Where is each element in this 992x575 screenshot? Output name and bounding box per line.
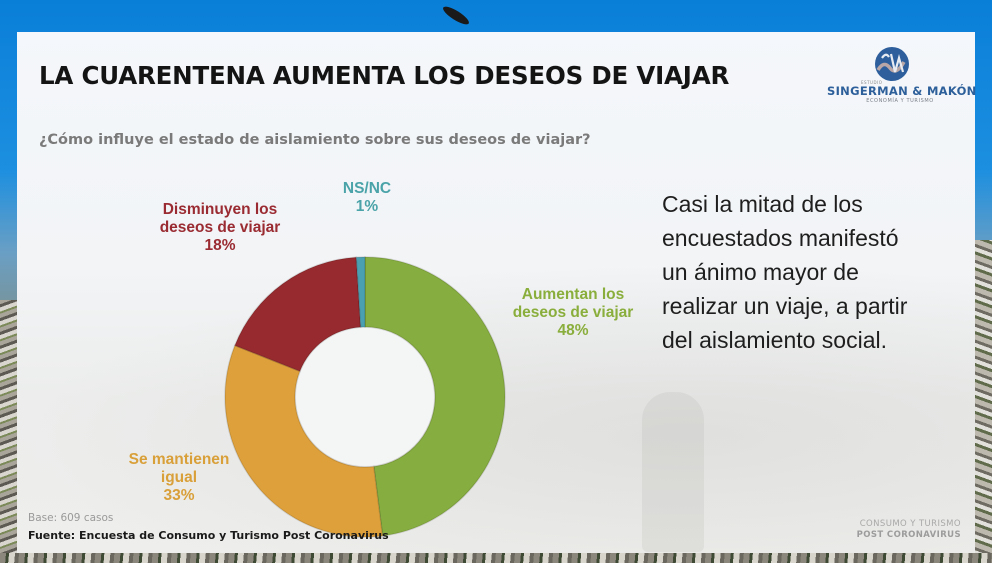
label-nsnc-name: NS/NC <box>342 180 392 197</box>
label-nsnc: NS/NC 1% <box>322 180 412 216</box>
label-mantienen-line2: igual <box>160 469 198 486</box>
callout-line: un ánimo mayor de <box>662 259 859 285</box>
callout-line: realizar un viaje, a partir <box>662 293 908 319</box>
callout-line: encuestados manifestó <box>662 225 899 251</box>
label-mantienen-value: 33% <box>163 487 195 504</box>
label-aumentan: Aumentan los deseos de viajar 48% <box>487 286 659 340</box>
label-mantienen-line1: Se mantienen <box>128 451 230 468</box>
donut-hole <box>296 328 434 466</box>
label-nsnc-value: 1% <box>355 198 379 215</box>
label-aumentan-line2: deseos de viajar <box>512 304 634 321</box>
label-aumentan-value: 48% <box>557 322 589 339</box>
logo-estudio-label: ESTUDIO <box>861 80 883 85</box>
key-finding-callout: Casi la mitad de los encuestados manifes… <box>662 187 982 357</box>
rock-texture-bottom <box>0 553 992 563</box>
logo-subtitle: ECONOMÍA Y TURISMO <box>866 98 934 104</box>
rock-texture-right <box>975 240 992 563</box>
rock-texture-left <box>0 300 17 563</box>
slice-nsnc <box>355 256 366 328</box>
footer-brand: CONSUMO Y TURISMO POST CORONAVIRUS <box>857 519 961 541</box>
label-disminuyen-line1: Disminuyen los <box>162 201 278 218</box>
sample-base-note: Base: 609 casos <box>28 512 114 524</box>
sm-circle-logo-icon <box>875 47 909 81</box>
faded-hiker-figure <box>642 392 704 552</box>
callout-line: del aislamiento social. <box>662 327 888 353</box>
label-disminuyen-value: 18% <box>204 237 236 254</box>
source-note: Fuente: Encuesta de Consumo y Turismo Po… <box>28 529 389 542</box>
slice-mantienen <box>224 344 384 538</box>
label-disminuyen-line2: deseos de viajar <box>159 219 281 236</box>
slice-aumentan <box>364 256 506 537</box>
survey-question: ¿Cómo influye el estado de aislamiento s… <box>39 132 591 148</box>
singerman-makon-logo: ESTUDIO SINGERMAN & MAKÓN ECONOMÍA Y TUR… <box>827 46 976 116</box>
label-aumentan-line1: Aumentan los <box>521 286 625 303</box>
slide-panel: LA CUARENTENA AUMENTA LOS DESEOS DE VIAJ… <box>17 32 976 553</box>
slide-title: LA CUARENTENA AUMENTA LOS DESEOS DE VIAJ… <box>39 61 730 90</box>
footer-brand-line2: POST CORONAVIRUS <box>856 530 961 540</box>
footer-brand-line1: CONSUMO Y TURISMO <box>859 519 961 529</box>
callout-line: Casi la mitad de los <box>662 191 863 217</box>
label-disminuyen: Disminuyen los deseos de viajar 18% <box>130 201 310 255</box>
slice-disminuyen <box>233 256 362 373</box>
label-mantienen: Se mantienen igual 33% <box>114 451 244 505</box>
donut-chart <box>224 256 506 538</box>
logo-name: SINGERMAN & MAKÓN <box>827 84 977 98</box>
